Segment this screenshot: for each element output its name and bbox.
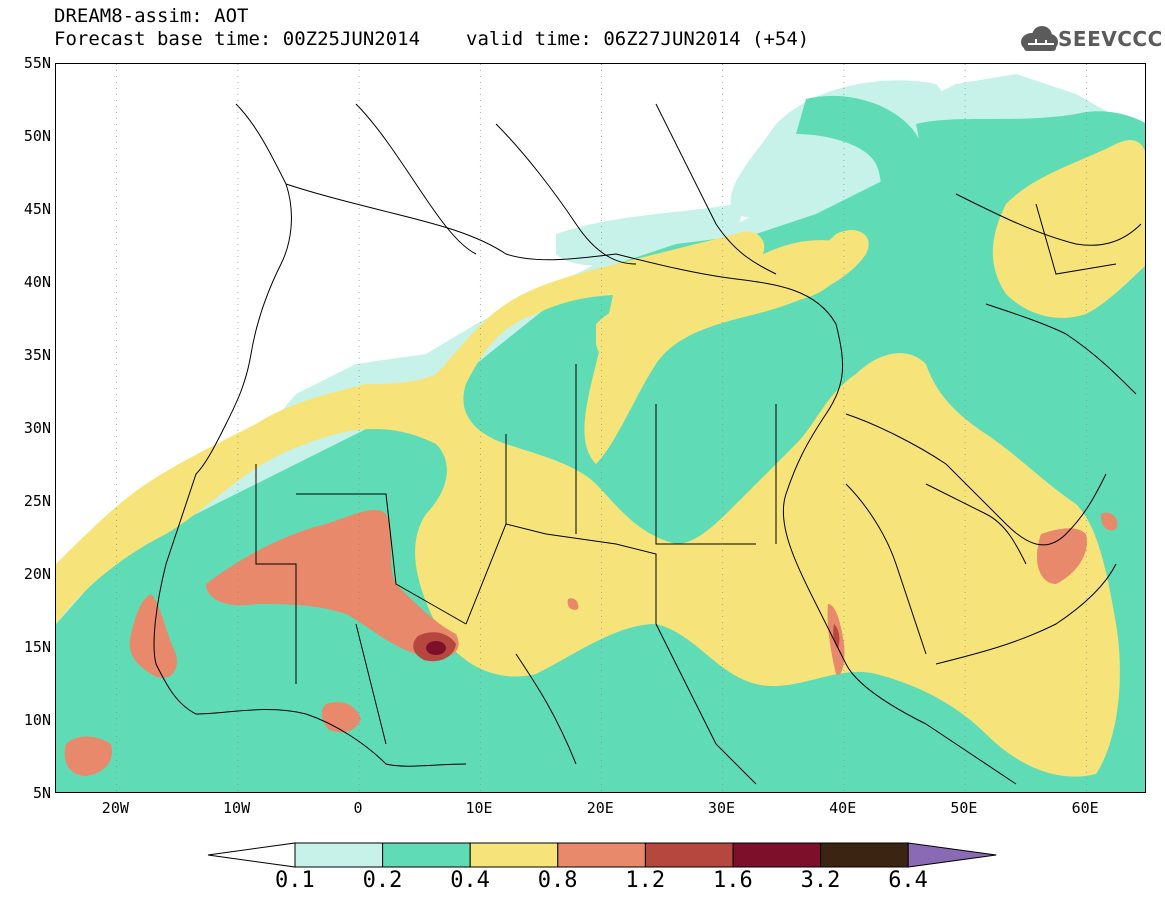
aot-layer-0.8 bbox=[64, 509, 1118, 776]
legend-level-label: 6.4 bbox=[888, 868, 928, 893]
aot-map bbox=[56, 64, 1145, 792]
map-panel bbox=[55, 63, 1146, 793]
coastlines bbox=[153, 103, 1142, 785]
valid-time: valid time: 06Z27JUN2014 (+54) bbox=[466, 28, 810, 50]
legend-swatch bbox=[644, 842, 734, 868]
base-time: Forecast base time: 00Z25JUN2014 bbox=[54, 28, 421, 50]
lon-tick-label: 0 bbox=[353, 799, 363, 817]
aot-layer-0.4 bbox=[56, 140, 1145, 777]
lat-tick-label: 50N bbox=[23, 127, 51, 145]
lon-tick-label: 10W bbox=[223, 799, 251, 817]
legend-swatch bbox=[732, 842, 822, 868]
lon-tick-label: 50E bbox=[950, 799, 978, 817]
lat-tick-label: 10N bbox=[23, 711, 51, 729]
lon-tick-label: 30E bbox=[707, 799, 736, 817]
lat-tick-label: 5N bbox=[32, 784, 51, 802]
lon-tick-label: 60E bbox=[1071, 799, 1099, 817]
legend-swatch bbox=[557, 842, 646, 868]
legend-swatch bbox=[382, 842, 471, 868]
legend-level-label: 1.6 bbox=[713, 868, 753, 893]
legend-swatch bbox=[469, 842, 559, 868]
legend-level-label: 0.2 bbox=[362, 868, 403, 893]
lat-tick-label: 55N bbox=[23, 54, 51, 72]
legend-level-label: 0.1 bbox=[275, 868, 315, 893]
lon-tick-label: 40E bbox=[829, 799, 857, 817]
lon-tick-label: 20W bbox=[101, 799, 129, 817]
legend-level-label: 3.2 bbox=[800, 868, 841, 893]
lon-tick-label: 20E bbox=[586, 799, 614, 817]
chart-title: DREAM8-assim: AOT bbox=[54, 5, 249, 27]
legend-level-label: 0.4 bbox=[450, 868, 490, 893]
aot-layer-1.6 bbox=[426, 641, 446, 655]
legend-swatch bbox=[820, 842, 909, 868]
lon-tick-label: 10E bbox=[465, 799, 493, 817]
lat-tick-label: 40N bbox=[23, 273, 51, 291]
legend-swatch bbox=[294, 842, 384, 868]
lat-tick-label: 20N bbox=[23, 565, 51, 583]
legend-under-arrow bbox=[207, 842, 296, 868]
lat-tick-label: 35N bbox=[23, 346, 51, 364]
cloud-icon bbox=[1021, 26, 1058, 51]
logo-text: SEEVCCC bbox=[1058, 27, 1163, 51]
legend-level-label: 0.8 bbox=[537, 868, 578, 893]
lat-tick-label: 15N bbox=[23, 638, 51, 656]
lat-tick-label: 45N bbox=[23, 200, 51, 218]
legend-over-arrow bbox=[907, 842, 997, 868]
legend-level-label: 1.2 bbox=[625, 868, 666, 893]
forecast-times: Forecast base time: 00Z25JUN2014 valid ti… bbox=[54, 29, 809, 49]
lat-tick-label: 30N bbox=[23, 419, 51, 437]
lat-tick-label: 25N bbox=[23, 492, 51, 510]
